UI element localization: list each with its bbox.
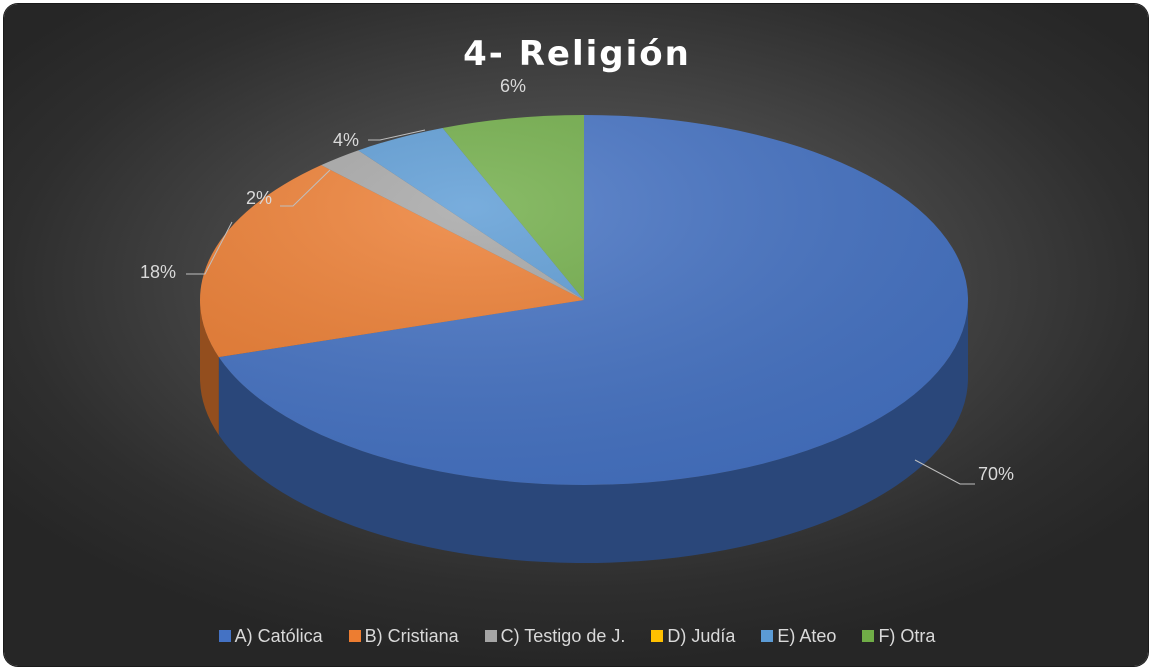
leader-line-5 bbox=[368, 129, 426, 141]
legend-item-1: A) Católica bbox=[218, 625, 323, 647]
data-label-1: 70% bbox=[978, 464, 1014, 484]
legend-swatch bbox=[484, 630, 497, 642]
legend-swatch bbox=[761, 630, 774, 642]
pie-sides bbox=[200, 300, 969, 564]
pie-top-highlight bbox=[200, 115, 968, 485]
data-label-5: 4% bbox=[333, 130, 359, 150]
legend-swatch bbox=[651, 630, 664, 642]
legend-item-3: C) Testigo de J. bbox=[484, 625, 626, 647]
legend-item-5: E) Ateo bbox=[761, 626, 836, 647]
legend-label: F) Otra bbox=[878, 625, 936, 646]
pie-shade bbox=[200, 115, 968, 485]
legend-item-4: D) Judía bbox=[651, 626, 735, 647]
leader-line-1 bbox=[914, 459, 975, 485]
legend-label: E) Ateo bbox=[777, 625, 837, 646]
leader-line-3 bbox=[280, 169, 331, 207]
legend-item-2: B) Cristiana bbox=[348, 625, 459, 647]
legend: A) Católica B) Cristiana C) Testigo de J. D… bbox=[0, 624, 1154, 648]
legend-swatch bbox=[348, 630, 361, 642]
chart-title: 4- Religión bbox=[463, 34, 691, 74]
pie-side-1 bbox=[218, 300, 969, 564]
pie-side-2 bbox=[200, 300, 219, 436]
legend-swatch bbox=[218, 630, 231, 642]
legend-label: A) Católica bbox=[234, 625, 323, 646]
legend-label: B) Cristiana bbox=[364, 625, 459, 646]
leader-line-2 bbox=[186, 221, 233, 275]
legend-swatch bbox=[862, 630, 875, 642]
legend-item-6: F) Otra bbox=[862, 626, 935, 647]
legend-label: D) Judía bbox=[667, 625, 736, 646]
data-label-3: 2% bbox=[246, 188, 272, 208]
pie-labels: 70% 18% 2% 4% 6% bbox=[140, 76, 1014, 485]
data-label-6: 6% bbox=[500, 76, 526, 96]
legend-label: C) Testigo de J. bbox=[500, 625, 626, 646]
data-label-2: 18% bbox=[140, 262, 176, 282]
